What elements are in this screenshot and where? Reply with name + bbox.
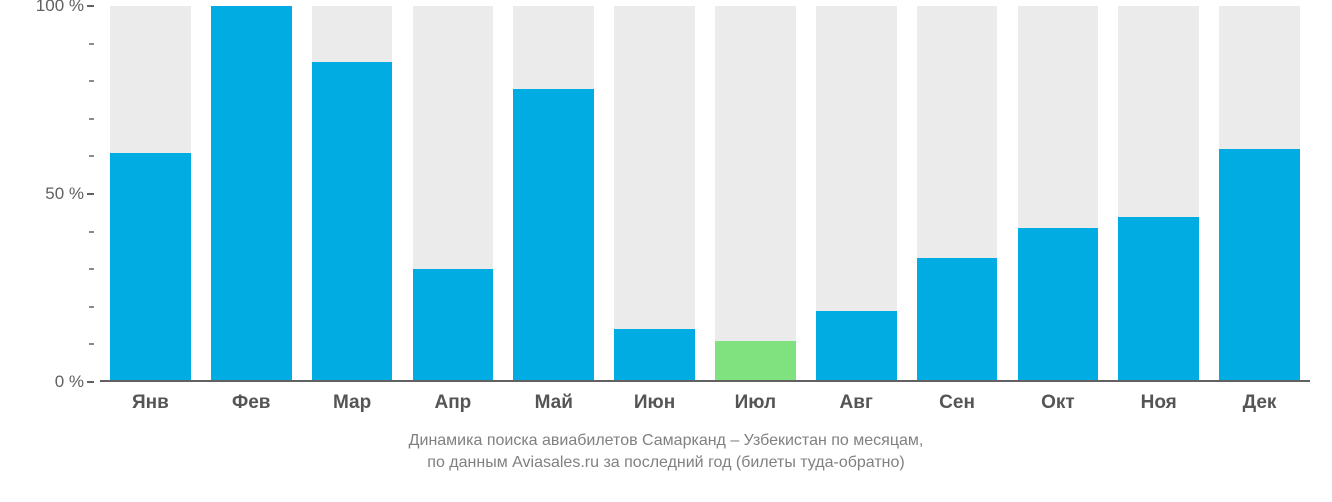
bar-value xyxy=(110,153,191,382)
bar-value xyxy=(1219,149,1300,382)
x-tick-label: Авг xyxy=(806,392,907,414)
x-tick-label: Июл xyxy=(705,392,806,414)
bar-slot xyxy=(503,6,604,382)
bar xyxy=(312,6,393,382)
bar-remainder xyxy=(1118,6,1199,217)
bar-value xyxy=(1118,217,1199,382)
x-axis-line xyxy=(100,380,1310,382)
bar-slot xyxy=(604,6,705,382)
bar xyxy=(816,6,897,382)
bar xyxy=(1118,6,1199,382)
x-tick-label: Мар xyxy=(302,392,403,414)
monthly-search-bar-chart: 0 %50 %100 % ЯнвФевМарАпрМайИюнИюлАвгСен… xyxy=(0,0,1332,502)
x-tick-label: Фев xyxy=(201,392,302,414)
bar xyxy=(1018,6,1099,382)
y-minor-tick xyxy=(89,118,94,120)
bar-remainder xyxy=(1018,6,1099,228)
bar xyxy=(1219,6,1300,382)
y-minor-tick xyxy=(89,268,94,270)
bar-value xyxy=(312,62,393,382)
bar-remainder xyxy=(110,6,191,153)
bar xyxy=(715,6,796,382)
bar-remainder xyxy=(513,6,594,89)
bar-remainder xyxy=(413,6,494,269)
y-tick-label: 0 % xyxy=(55,372,84,392)
bar-slot xyxy=(302,6,403,382)
bar-value xyxy=(211,6,292,382)
x-tick-label: Май xyxy=(503,392,604,414)
bar-remainder xyxy=(917,6,998,258)
bar-remainder xyxy=(312,6,393,62)
bar-slot xyxy=(1007,6,1108,382)
y-minor-tick xyxy=(89,155,94,157)
x-tick-label: Янв xyxy=(100,392,201,414)
bar-value xyxy=(816,311,897,382)
bar xyxy=(413,6,494,382)
x-tick-label: Окт xyxy=(1007,392,1108,414)
bar-slot xyxy=(705,6,806,382)
bar xyxy=(110,6,191,382)
y-minor-tick xyxy=(89,343,94,345)
x-tick-label: Сен xyxy=(907,392,1008,414)
bar-slot xyxy=(201,6,302,382)
y-minor-tick xyxy=(89,43,94,45)
bar-value xyxy=(513,89,594,382)
bar-remainder xyxy=(715,6,796,341)
bar-value xyxy=(1018,228,1099,382)
bar-slot xyxy=(806,6,907,382)
bar-slot xyxy=(1108,6,1209,382)
bar xyxy=(917,6,998,382)
bar xyxy=(614,6,695,382)
y-minor-tick xyxy=(89,306,94,308)
x-tick-label: Дек xyxy=(1209,392,1310,414)
bar-slot xyxy=(907,6,1008,382)
chart-caption: Динамика поиска авиабилетов Самарканд – … xyxy=(0,430,1332,473)
bar-slot xyxy=(1209,6,1310,382)
y-tick-label: 50 % xyxy=(45,184,84,204)
plot-area: 0 %50 %100 % xyxy=(100,6,1310,382)
y-tick-label: 100 % xyxy=(36,0,84,16)
bar-value xyxy=(413,269,494,382)
bars-container xyxy=(100,6,1310,382)
caption-line-2: по данным Aviasales.ru за последний год … xyxy=(0,452,1332,474)
y-minor-tick xyxy=(89,231,94,233)
bar xyxy=(211,6,292,382)
bar-value xyxy=(715,341,796,382)
x-tick-label: Июн xyxy=(604,392,705,414)
y-tick-mark xyxy=(87,5,94,7)
bar xyxy=(513,6,594,382)
bar-value xyxy=(614,329,695,382)
bar-value xyxy=(917,258,998,382)
bar-remainder xyxy=(816,6,897,311)
x-tick-label: Ноя xyxy=(1108,392,1209,414)
bar-slot xyxy=(402,6,503,382)
bar-slot xyxy=(100,6,201,382)
x-tick-label: Апр xyxy=(402,392,503,414)
y-tick-mark xyxy=(87,381,94,383)
caption-line-1: Динамика поиска авиабилетов Самарканд – … xyxy=(0,430,1332,452)
bar-remainder xyxy=(614,6,695,329)
y-tick-mark xyxy=(87,193,94,195)
bar-remainder xyxy=(1219,6,1300,149)
y-minor-tick xyxy=(89,80,94,82)
x-axis-labels: ЯнвФевМарАпрМайИюнИюлАвгСенОктНояДек xyxy=(100,392,1310,414)
